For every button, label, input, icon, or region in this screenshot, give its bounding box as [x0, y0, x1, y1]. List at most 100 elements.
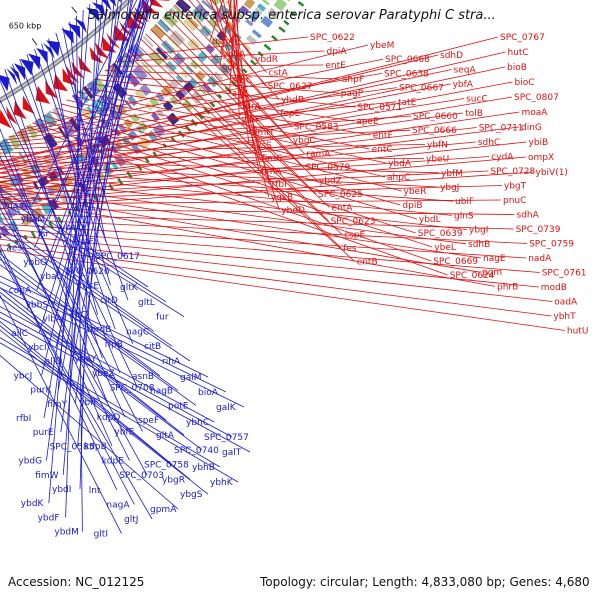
gene-label-reverse[interactable]: kdpD [97, 413, 121, 423]
gene-label-forward[interactable]: cysS [251, 141, 272, 151]
gene-label-reverse[interactable]: ybeY [74, 354, 97, 364]
gene-label-reverse[interactable]: ybgR [162, 475, 185, 485]
gene-label-forward[interactable]: pagP [341, 89, 364, 99]
gene-label-forward[interactable]: ompX [528, 153, 554, 163]
gene-label-forward[interactable]: ygkB [271, 193, 293, 203]
gene-label-forward[interactable]: SPC_0638 [384, 69, 429, 79]
gene-label-reverse[interactable]: copA [9, 286, 32, 296]
gene-label-forward[interactable]: SPC_0622 [310, 33, 355, 43]
gene-label-forward[interactable]: entC [372, 145, 393, 155]
gene-label-forward[interactable]: ybeL [434, 243, 456, 253]
gene-label-reverse[interactable]: SPC_0740 [174, 446, 219, 456]
gene-label-forward[interactable]: SPC_0660 [413, 112, 458, 122]
gene-label-forward[interactable]: dinG [521, 123, 542, 133]
gene-label-reverse[interactable]: allD [45, 357, 63, 367]
gene-label-forward[interactable]: cstA [269, 69, 289, 79]
gene-label-reverse[interactable]: SPC_0708 [110, 384, 155, 394]
gene-label-forward[interactable]: entB [357, 258, 378, 268]
gene-label-reverse[interactable]: gpmA [150, 505, 177, 515]
gene-label-reverse[interactable]: gltL [138, 298, 155, 308]
gene-label-reverse[interactable]: kdpE [102, 457, 125, 467]
gene-label-forward[interactable]: phrB [497, 282, 518, 292]
gene-label-forward[interactable]: fepE [280, 109, 300, 119]
gene-label-forward[interactable]: sfbC [232, 76, 252, 86]
gene-label-reverse[interactable]: SPC_0617 [95, 252, 140, 262]
gene-label-forward[interactable]: tatE [398, 98, 417, 108]
gene-label-reverse[interactable]: rihA [162, 357, 181, 367]
gene-label-forward[interactable]: SPC_0579 [305, 163, 350, 173]
gene-label-forward[interactable]: fimA [261, 167, 282, 177]
gene-label-forward[interactable]: entE [325, 61, 346, 71]
gene-label-forward[interactable]: entF [373, 131, 393, 141]
gene-label-reverse[interactable]: ybhC [186, 418, 209, 428]
gene-label-reverse[interactable]: speF [138, 416, 159, 426]
gene-label-forward[interactable]: SPC_0711 [479, 124, 524, 134]
gene-label-forward[interactable]: tolB [465, 109, 483, 119]
gene-label-reverse[interactable]: galK [216, 403, 237, 413]
gene-label-reverse[interactable]: fur [156, 313, 169, 323]
gene-label-reverse[interactable]: ybdG [18, 457, 42, 467]
gene-label-reverse[interactable]: ybcI [28, 343, 47, 353]
gene-label-forward[interactable]: dpiB [402, 201, 422, 211]
gene-label-forward[interactable]: SPC_0571 [357, 103, 402, 113]
gene-label-reverse[interactable]: lnt [89, 486, 101, 496]
gene-label-reverse[interactable]: ybfE [114, 427, 134, 437]
gene-label-forward[interactable]: SPC_0739 [516, 225, 561, 235]
gene-label-forward[interactable]: sucC [466, 95, 488, 105]
gene-label-forward[interactable]: ybdL [419, 215, 441, 225]
gene-label-forward[interactable]: apeE [356, 117, 379, 127]
gene-label-forward[interactable]: ybdD [281, 206, 305, 216]
gene-label-forward[interactable]: ybdZ [319, 177, 342, 187]
gene-label-forward[interactable]: glnS [454, 211, 474, 221]
gene-label-forward[interactable]: dpiA [327, 47, 348, 57]
gene-label-reverse[interactable]: ybgS [180, 490, 203, 500]
gene-label-reverse[interactable]: SPC_0757 [204, 433, 249, 443]
gene-label-forward[interactable]: seqA [454, 66, 477, 76]
gene-label-forward[interactable]: ushA [212, 37, 235, 47]
gene-label-forward[interactable]: SPC_0639 [418, 229, 463, 239]
gene-label-forward[interactable]: nagE [483, 254, 506, 264]
gene-label-forward[interactable]: ybdB [281, 96, 304, 106]
gene-label-reverse[interactable]: gltI [94, 530, 108, 540]
gene-label-forward[interactable]: SPC_0759 [529, 240, 574, 250]
gene-label-forward[interactable]: cspE [344, 231, 365, 241]
gene-label-reverse[interactable]: rfbI [16, 414, 31, 424]
gene-label-forward[interactable]: ybeU [426, 155, 449, 165]
gene-label-forward[interactable]: fimH [252, 128, 273, 138]
gene-label-reverse[interactable]: gltJ [124, 515, 138, 525]
gene-label-forward[interactable]: bioB [507, 63, 527, 73]
gene-label-forward[interactable]: ybdA [388, 159, 412, 169]
gene-label-reverse[interactable]: ybaL [40, 272, 62, 282]
gene-label-forward[interactable]: hutC [508, 48, 529, 58]
gene-label-forward[interactable]: ybgC [293, 136, 316, 146]
gene-label-forward[interactable]: ramA [306, 150, 331, 160]
gene-label-forward[interactable]: fes [343, 244, 357, 254]
gene-label-reverse[interactable]: SPC_0758 [144, 461, 189, 471]
gene-label-forward[interactable]: SPC_0627 [268, 82, 313, 92]
gene-label-forward[interactable]: SPC_0669 [433, 257, 478, 267]
gene-label-reverse[interactable]: allC [11, 329, 28, 339]
gene-label-reverse[interactable]: kdpB [84, 442, 107, 452]
gene-label-reverse[interactable]: ybcJ [14, 371, 33, 381]
gene-label-forward[interactable]: rfbI [272, 180, 287, 190]
gene-label-forward[interactable]: SPC_0625 [318, 190, 363, 200]
gene-label-forward[interactable]: ybgJ [440, 183, 459, 193]
gene-label-forward[interactable]: sdhB [468, 240, 490, 250]
gene-label-forward[interactable]: ybdR [255, 55, 278, 65]
gene-label-forward[interactable]: ybfN [427, 140, 448, 150]
gene-label-forward[interactable]: gcl [222, 63, 235, 73]
gene-label-reverse[interactable]: nagB [150, 387, 173, 397]
gene-label-reverse[interactable]: ybdK [21, 499, 45, 509]
gene-label-reverse[interactable]: citE [82, 281, 99, 291]
gene-label-reverse[interactable]: fimY [47, 400, 67, 410]
gene-label-forward[interactable]: ahpF [342, 75, 364, 85]
gene-label-forward[interactable]: ubiF [455, 197, 474, 207]
gene-label-reverse[interactable]: ybbO [23, 258, 47, 268]
gene-label-reverse[interactable]: aes [6, 244, 22, 254]
gene-label-reverse[interactable]: ylbA [42, 315, 63, 325]
gene-label-forward[interactable]: SPC_0583 [294, 123, 339, 133]
gene-label-forward[interactable]: sdhA [517, 211, 540, 221]
gene-label-reverse[interactable]: nagC [126, 327, 149, 337]
gene-label-forward[interactable]: SPC_0767 [500, 33, 545, 43]
gene-label-forward[interactable]: SPC_0761 [542, 269, 587, 279]
